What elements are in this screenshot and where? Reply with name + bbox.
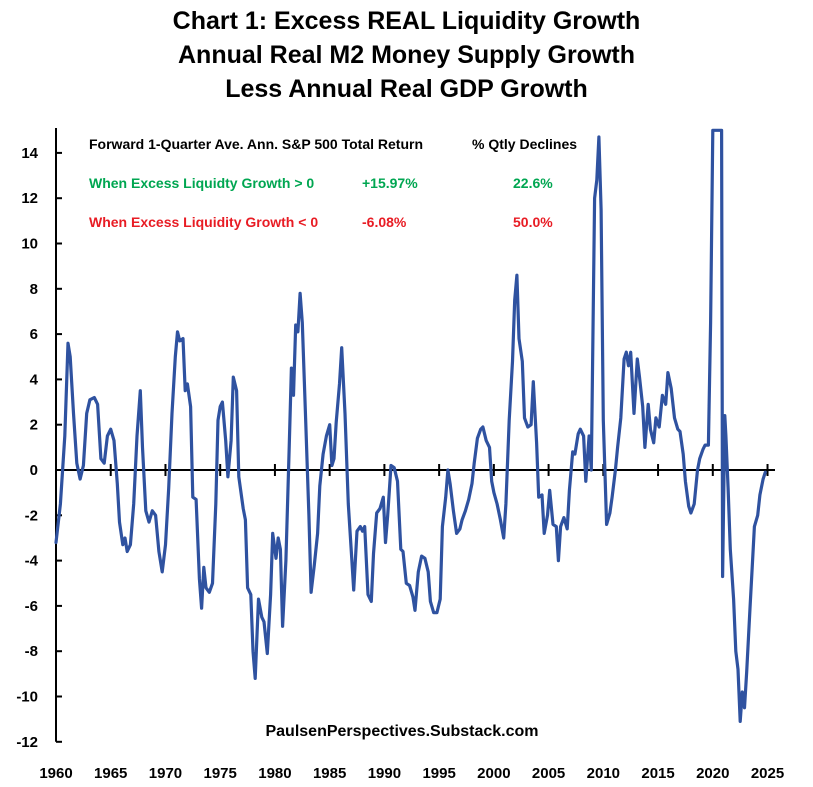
annotation-row-negative-declines: 50.0% <box>513 214 553 230</box>
x-tick-label: 1970 <box>149 765 182 782</box>
annotation-row-negative-label: When Excess Liquidity Growth < 0 <box>89 214 318 230</box>
x-tick-label: 1980 <box>258 765 291 782</box>
x-tick-label: 2025 <box>751 765 784 782</box>
chart-title: Chart 1: Excess REAL Liquidity Growth An… <box>0 4 813 106</box>
annotation-row-negative-return: -6.08% <box>362 214 407 230</box>
y-tick-label: -6 <box>25 598 38 615</box>
x-tick-label: 2010 <box>587 765 620 782</box>
source-credit: PaulsenPerspectives.Substack.com <box>265 723 538 740</box>
y-tick-label: 2 <box>30 417 38 434</box>
x-tick-label: 2000 <box>477 765 510 782</box>
x-tick-label: 1985 <box>313 765 346 782</box>
annotation-layer: Forward 1-Quarter Ave. Ann. S&P 500 Tota… <box>89 136 577 740</box>
chart-title-line-1: Chart 1: Excess REAL Liquidity Growth <box>172 7 641 35</box>
chart-title-line-3: Less Annual Real GDP Growth <box>225 75 588 103</box>
x-tick-label: 2015 <box>641 765 674 782</box>
x-tick-label: 1965 <box>94 765 127 782</box>
y-tick-label: 14 <box>21 145 38 162</box>
y-tick-label: -2 <box>25 507 38 524</box>
y-tick-label: -8 <box>25 643 38 660</box>
annotation-row-positive-return: +15.97% <box>362 175 418 191</box>
y-tick-label: 6 <box>30 326 38 343</box>
annotation-row-positive-declines: 22.6% <box>513 175 553 191</box>
annotation-header-left: Forward 1-Quarter Ave. Ann. S&P 500 Tota… <box>89 136 423 152</box>
x-tick-label: 1975 <box>204 765 237 782</box>
y-tick-label: 4 <box>30 371 39 388</box>
x-tick-label: 1995 <box>422 765 455 782</box>
chart-title-line-2: Annual Real M2 Money Supply Growth <box>178 41 635 69</box>
annotation-header-right: % Qtly Declines <box>472 136 577 152</box>
y-tick-label: -4 <box>25 553 39 570</box>
y-tick-label: 8 <box>30 281 38 298</box>
y-tick-label: -12 <box>16 734 38 751</box>
y-tick-label: 12 <box>21 190 38 207</box>
x-tick-label: 1960 <box>39 765 72 782</box>
x-tick-label: 1990 <box>368 765 401 782</box>
x-tick-label: 2005 <box>532 765 565 782</box>
y-tick-label: 0 <box>30 462 38 479</box>
axes-layer: -12 -10 -8 -6 -4 -2 0 2 4 6 8 10 12 14 1960 1965 1970 197… <box>16 128 784 782</box>
y-tick-label: 10 <box>21 236 38 253</box>
x-tick-label: 2020 <box>696 765 729 782</box>
series-line <box>54 128 767 723</box>
annotation-row-positive-label: When Excess Liquidty Growth > 0 <box>89 175 314 191</box>
y-tick-label: -10 <box>16 689 38 706</box>
